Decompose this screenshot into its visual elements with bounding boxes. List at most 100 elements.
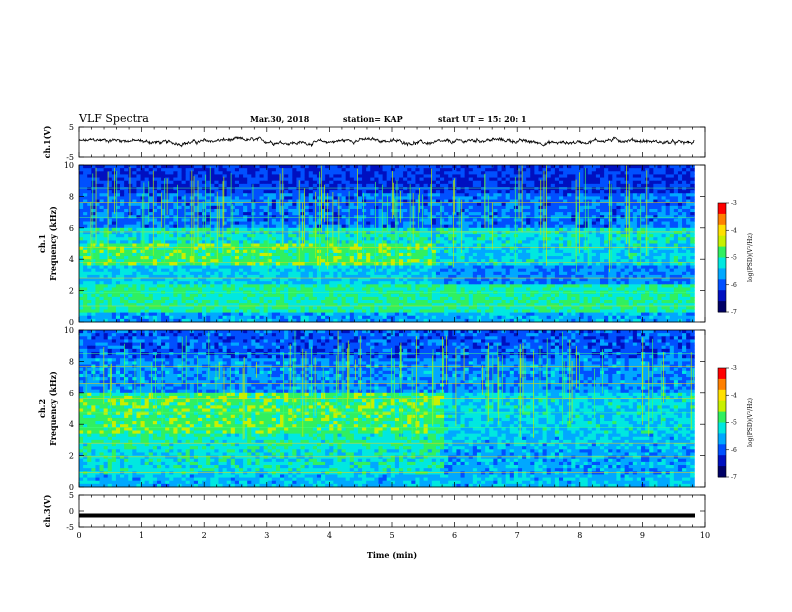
ch1-spectrogram-cell [144,177,150,182]
ch1-spectrogram-cell [292,202,297,207]
ch1-spectrogram-cell [185,190,191,194]
ch1-spectrogram-cell [657,243,662,248]
ch1-spectrogram-cell [571,237,576,241]
ch1-spectrogram-cell [530,202,535,207]
ch1-spectrogram-cell [657,177,662,182]
ch1-spectrogram-cell [661,199,667,204]
ch1-spectrogram-cell [243,224,248,229]
ch1-spectrogram-cell [173,174,178,178]
ch1-spectrogram-cell [136,215,141,219]
ch1-spectrogram-cell [193,259,199,263]
ch1-spectrogram-cell [292,193,297,197]
ch1-spectrogram-cell [284,171,289,175]
ch1-spectrogram-cell [579,174,584,178]
ch1-spectrogram-cell [468,218,474,222]
ch1-spectrogram-cell [91,171,96,175]
ch1-spectrogram-cell [505,262,511,266]
ch1-spectrogram-cell [632,221,638,226]
ch1-spectrogram-cell [677,177,683,182]
ch1-spectrogram-cell [550,199,556,204]
ch1-spectrogram-cell [542,224,548,229]
ch1-spectrogram-cell [444,237,449,241]
ch1-spectrogram-cell [489,208,494,213]
ch1-spectrogram-cell [558,165,564,169]
ch1-spectrogram-cell [218,249,223,254]
ch1-spectrogram-cell [341,218,347,222]
ch1-spectrogram-cell [636,199,642,204]
ch1-spectrogram-cell [682,212,687,216]
ch1-spectrogram-cell [206,183,211,188]
ch1-spectrogram-cell [604,249,609,254]
ch1-spectrogram-cell [161,227,166,232]
ch1-spectrogram-cell [124,234,129,238]
ch1-spectrogram-cell [608,259,613,263]
ch1-spectrogram-cell [481,218,486,222]
ch1-spectrogram-cell [197,177,203,182]
ch1-spectrogram-cell [493,262,498,266]
ch1-spectrogram-cell [538,177,543,182]
ch1-spectrogram-cell [115,212,121,216]
ch1-spectrogram-cell [345,252,351,257]
ch1-spectrogram-cell [132,212,137,216]
ch1-spectrogram-cell [296,171,301,175]
ch1-spectrogram-cell [107,208,113,213]
ch1-spectrogram-cell [398,174,404,178]
ch1-spectrogram-cell [173,246,178,251]
ch1-spectrogram-cell [83,212,88,216]
ch1-spectrogram-cell [238,180,244,185]
ch1-spectrogram-cell [489,218,494,222]
ch1-spectrogram-cell [686,190,691,194]
ch1-spectrogram-cell [124,237,129,241]
ch1-spectrogram-cell [156,215,162,219]
ch1-spectrogram-cell [271,202,277,207]
ch1-spectrogram-cell [124,171,129,175]
ch1-spectrogram-cell [152,246,158,251]
ch1-spectrogram-cell [132,240,137,244]
ch1-spectrogram-cell [407,240,412,244]
ch1-spectrogram-cell [427,243,433,248]
ch1-spectrogram-cell [464,243,470,248]
ch1-spectrogram-cell [353,224,359,229]
ch1-spectrogram-cell [456,221,461,226]
ch1-spectrogram-cell [509,218,515,222]
ch1-spectrogram-cell [481,221,486,226]
ch1-spectrogram-cell [259,215,265,219]
ch1-spectrogram-cell [534,205,539,210]
ch1-spectrogram-cell [353,186,359,191]
ch1-spectrogram-cell [591,205,597,210]
ch1-spectrogram-cell [120,240,125,244]
ch1-spectrogram-cell [226,230,232,235]
ch1-spectrogram-cell [616,262,621,266]
ch1-spectrogram-cell [505,230,511,235]
ch1-spectrogram-cell [517,218,523,222]
ch1-spectrogram-cell [115,196,121,200]
ch1-spectrogram-cell [624,249,630,254]
ch1-spectrogram-cell [641,249,646,254]
ch1-spectrogram-cell [136,165,141,169]
ch1-spectrogram-cell [645,252,650,257]
ch1-spectrogram-cell [292,218,297,222]
ch1-spectrogram-cell [271,199,277,204]
ch1-spectrogram-cell [665,252,671,257]
ch1-spectrogram-cell [185,208,191,213]
ch1-spectrogram-cell [526,212,531,216]
ch1-spectrogram-cell [591,246,597,251]
ch1-spectrogram-cell [522,177,527,182]
ch1-spectrogram-cell [165,224,170,229]
ch1-spectrogram-cell [550,196,556,200]
ch1-spectrogram-cell [673,256,679,260]
ch1-spectrogram-cell [374,265,379,270]
ch1-spectrogram-cell [222,193,228,197]
ch1-spectrogram-cell [206,196,211,200]
ch1-spectrogram-cell [230,174,236,178]
ch1-spectrogram-cell [234,208,240,213]
ch1-spectrogram-cell [87,177,92,182]
ch1-spectrogram-cell [628,177,634,182]
ch1-spectrogram-cell [624,196,630,200]
ch1-spectrogram-cell [349,240,355,244]
ch1-spectrogram-cell [661,165,667,169]
ch1-spectrogram-cell [169,186,174,191]
ch1-spectrogram-cell [202,230,207,235]
ch1-spectrogram-cell [312,243,318,248]
ch1-spectrogram-cell [312,199,318,204]
